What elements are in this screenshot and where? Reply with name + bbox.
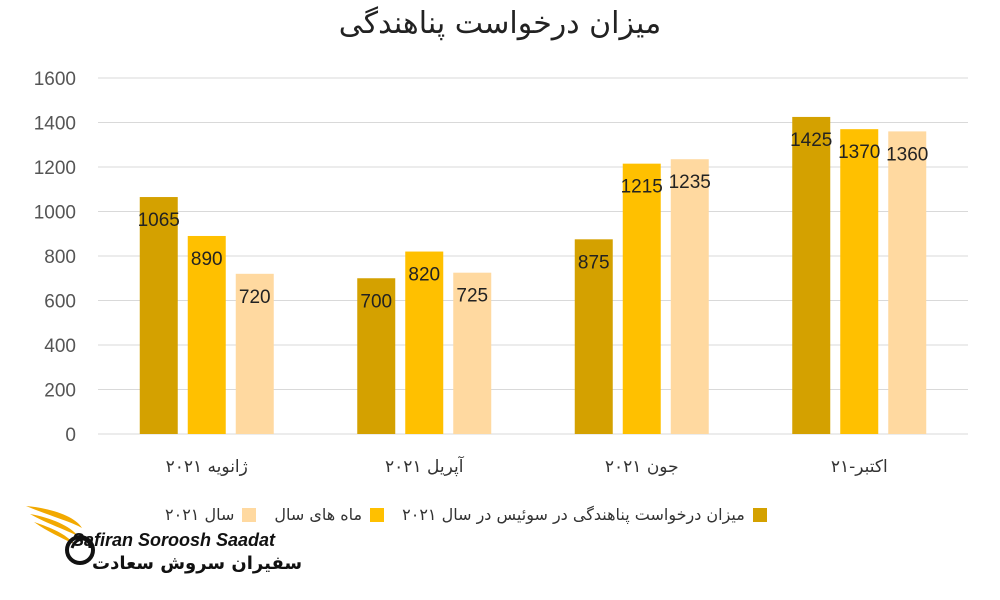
data-label: 725 bbox=[456, 286, 488, 307]
bar bbox=[357, 278, 396, 434]
x-axis: ژانویه ۲۰۲۱ آپریل ۲۰۲۱ جون ۲۰۲۱ اکتبر-۲۱ bbox=[166, 455, 888, 477]
legend: میزان درخواست پناهندگی در سوئیس در سال ۲… bbox=[165, 505, 767, 524]
y-tick-label: 1200 bbox=[34, 158, 76, 179]
y-tick-label: 200 bbox=[44, 381, 76, 402]
x-tick-label: ژانویه ۲۰۲۱ bbox=[166, 457, 248, 477]
bar bbox=[622, 163, 661, 434]
y-tick-label: 1600 bbox=[34, 69, 76, 90]
x-tick-label: اکتبر-۲۱ bbox=[831, 457, 888, 477]
data-label: 820 bbox=[408, 265, 440, 286]
y-axis: 0 200 400 600 800 1000 1200 1400 1600 bbox=[34, 69, 76, 446]
logo-emblem-icon bbox=[65, 535, 95, 565]
logo-wing-icon bbox=[26, 506, 82, 544]
y-tick-label: 400 bbox=[44, 336, 76, 357]
logo-persian-text: سفیران سروش سعادت bbox=[92, 553, 303, 574]
bars bbox=[139, 116, 927, 435]
bar bbox=[139, 197, 178, 434]
data-labels: 1065 890 720 700 820 725 875 1215 1235 1425 1370 13… bbox=[138, 130, 929, 312]
legend-swatch bbox=[370, 507, 385, 522]
bar bbox=[574, 239, 613, 434]
bar bbox=[405, 251, 444, 434]
data-label: 720 bbox=[239, 287, 271, 308]
bar bbox=[670, 159, 709, 434]
bar bbox=[453, 272, 492, 434]
data-label: 1215 bbox=[621, 177, 663, 198]
chart-title: میزان درخواست پناهندگی bbox=[338, 6, 662, 41]
y-tick-label: 0 bbox=[65, 425, 76, 446]
data-label: 700 bbox=[360, 291, 392, 312]
data-label: 1360 bbox=[886, 144, 928, 165]
bar bbox=[187, 235, 226, 434]
data-label: 1065 bbox=[138, 210, 180, 231]
y-tick-label: 1000 bbox=[34, 203, 76, 224]
data-label: 1370 bbox=[838, 142, 880, 163]
y-tick-label: 800 bbox=[44, 247, 76, 268]
legend-label: میزان درخواست پناهندگی در سوئیس در سال ۲… bbox=[402, 505, 745, 524]
data-label: 875 bbox=[578, 252, 610, 273]
legend-label: سال ۲۰۲۱ bbox=[165, 505, 235, 524]
data-label: 1425 bbox=[790, 130, 832, 151]
legend-item: میزان درخواست پناهندگی در سوئیس در سال ۲… bbox=[402, 505, 767, 524]
legend-label: ماه های سال bbox=[274, 505, 363, 524]
legend-swatch bbox=[242, 507, 257, 522]
data-label: 1235 bbox=[669, 172, 711, 193]
bar bbox=[792, 116, 831, 434]
y-tick-label: 600 bbox=[44, 292, 76, 313]
x-tick-label: جون ۲۰۲۱ bbox=[605, 457, 679, 477]
x-tick-label: آپریل ۲۰۲۱ bbox=[385, 455, 465, 477]
logo-latin-text: Safiran Soroosh Saadat bbox=[72, 530, 276, 550]
y-tick-label: 1400 bbox=[34, 114, 76, 135]
data-label: 890 bbox=[191, 249, 223, 270]
logo bbox=[26, 506, 95, 565]
bar bbox=[235, 273, 274, 434]
bar bbox=[840, 129, 879, 435]
legend-item: ماه های سال bbox=[274, 505, 385, 524]
legend-item: سال ۲۰۲۱ bbox=[165, 505, 257, 524]
legend-swatch bbox=[752, 507, 767, 522]
bar bbox=[888, 131, 927, 434]
gridlines bbox=[98, 77, 968, 435]
